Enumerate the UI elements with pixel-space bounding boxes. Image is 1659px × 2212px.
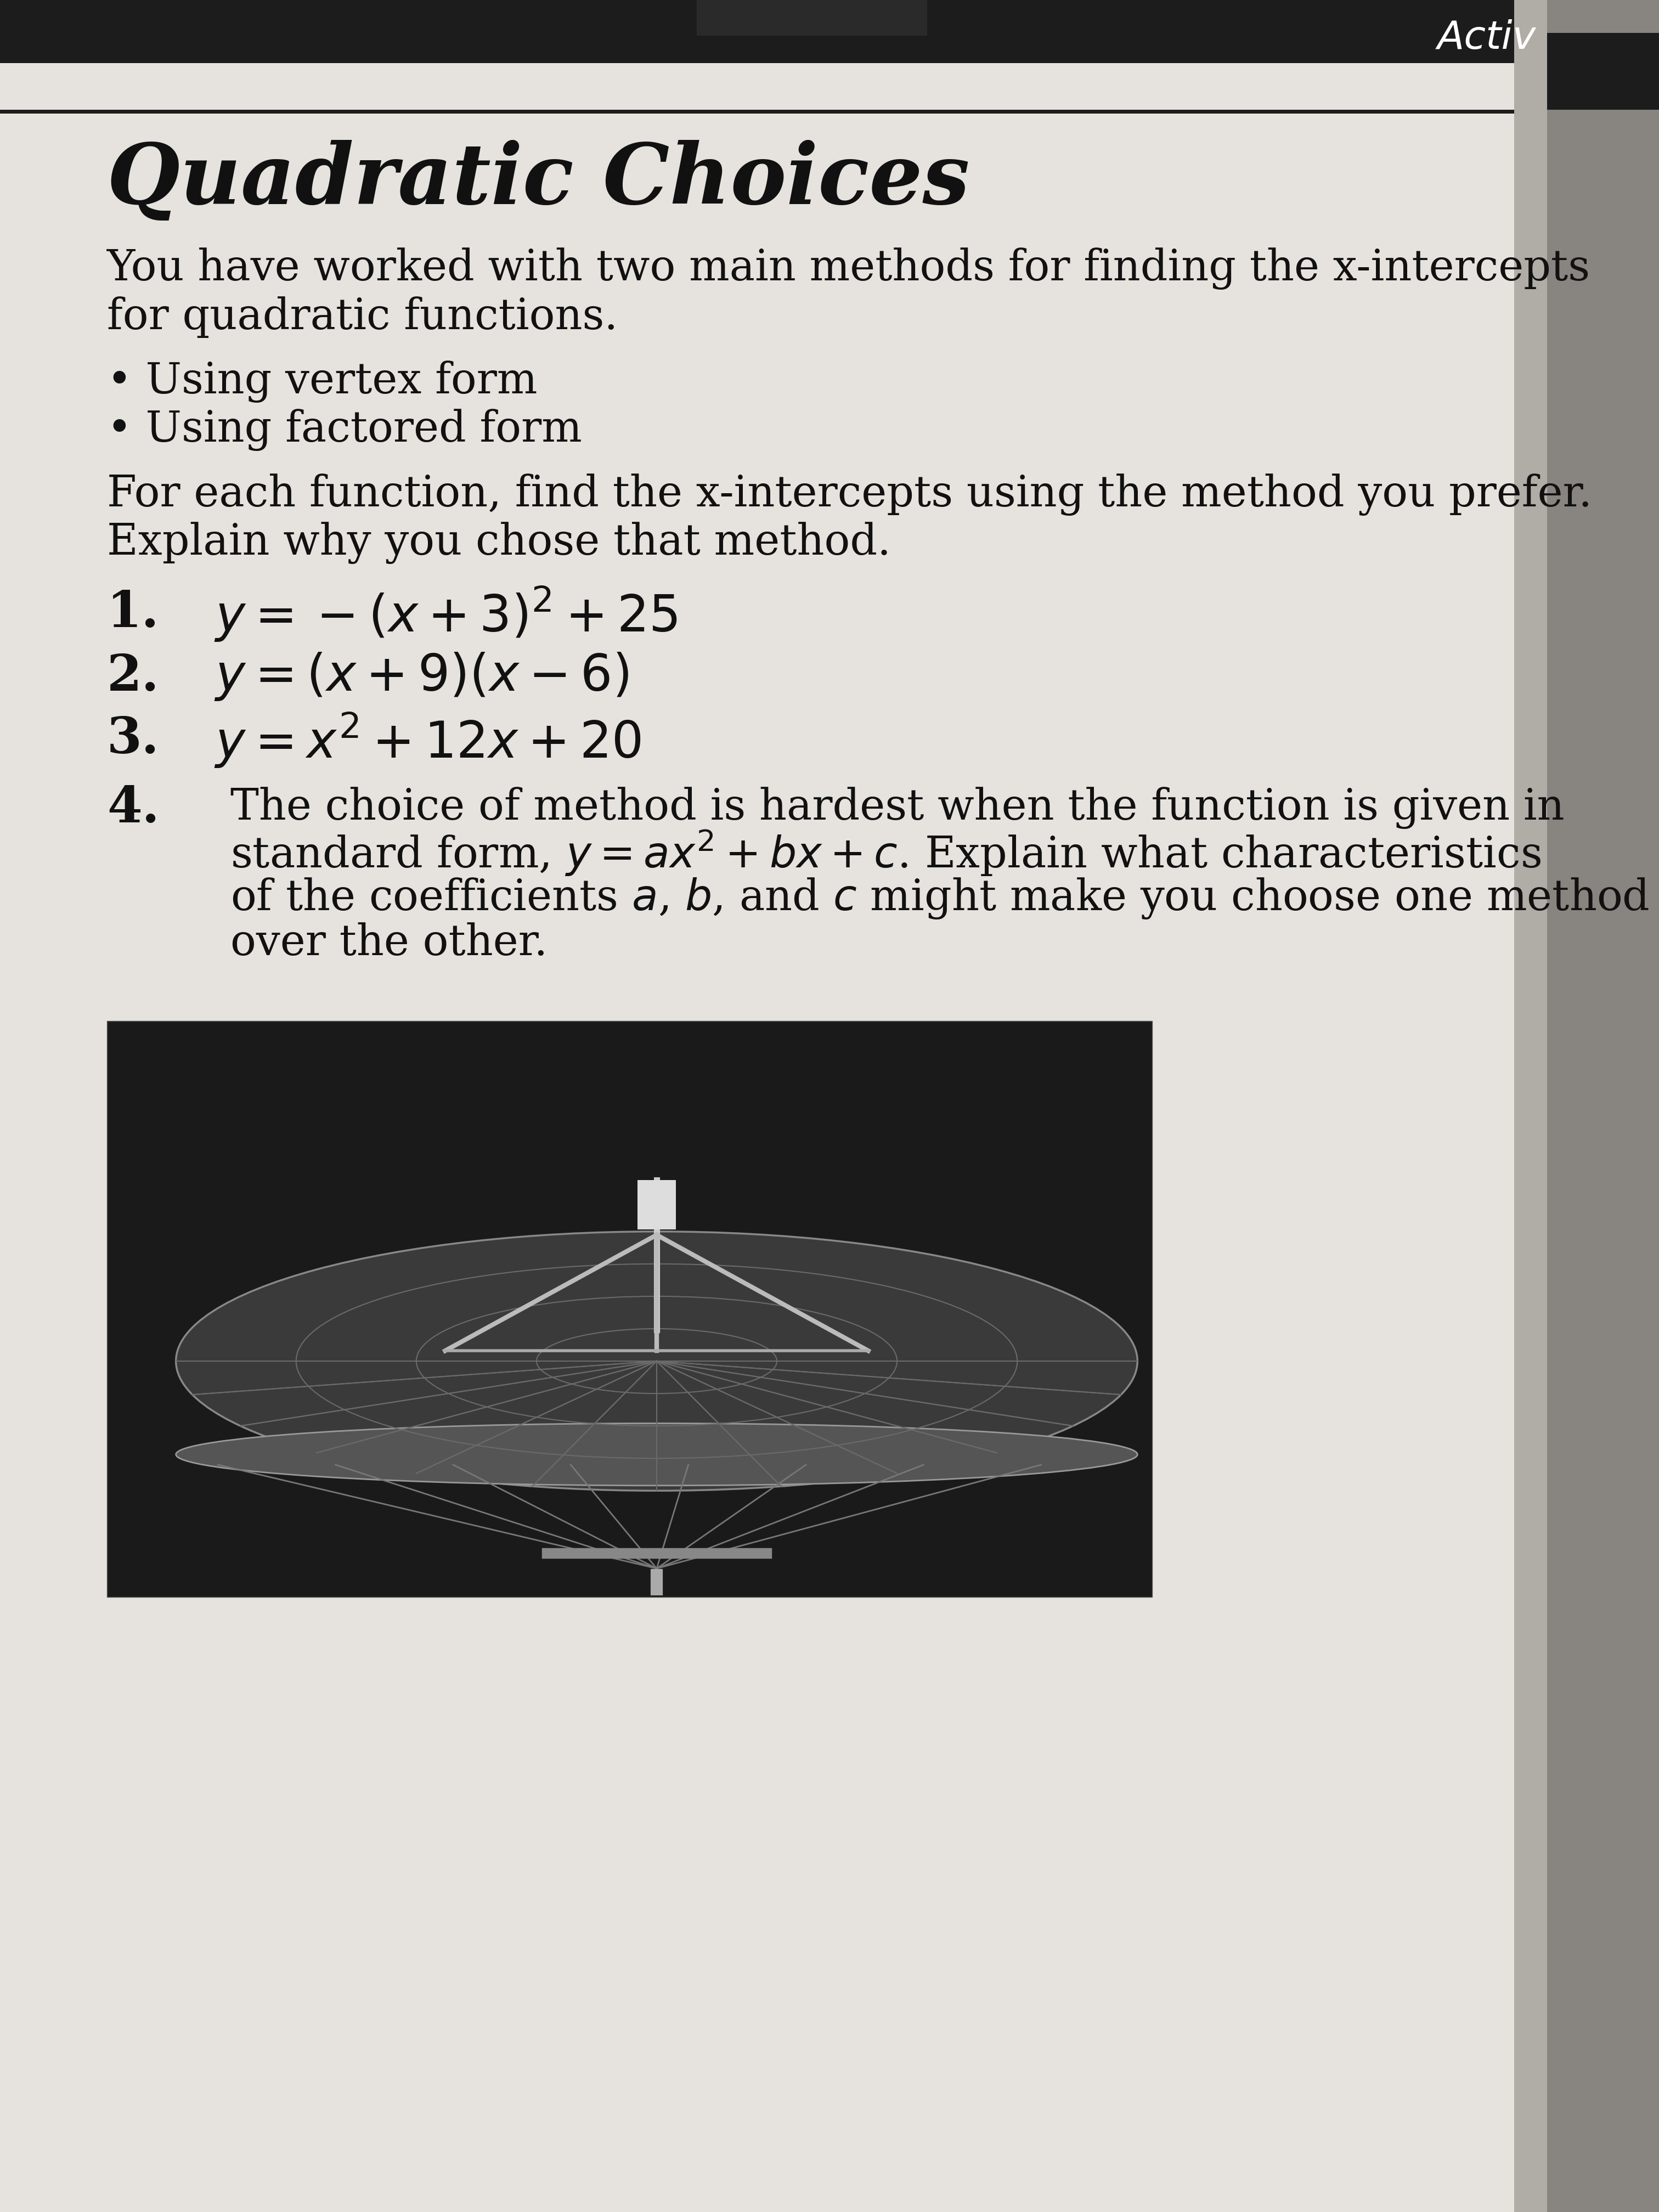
Text: • Using vertex form: • Using vertex form [106, 361, 538, 403]
Text: For each function, find the x-intercepts using the method you prefer.: For each function, find the x-intercepts… [106, 473, 1593, 515]
Ellipse shape [176, 1232, 1138, 1491]
Text: $y = (x + 9)(x - 6)$: $y = (x + 9)(x - 6)$ [214, 650, 629, 701]
Bar [0, 111, 1515, 113]
Bar [637, 1179, 675, 1230]
Text: 4.: 4. [106, 783, 159, 832]
Text: 2.: 2. [106, 653, 159, 701]
Bar [697, 0, 927, 35]
Text: of the coefficients $a$, $b$, and $c$ might make you choose one method: of the coefficients $a$, $b$, and $c$ mi… [231, 876, 1649, 920]
Text: Quadratic Choices: Quadratic Choices [106, 139, 969, 221]
Ellipse shape [176, 1422, 1138, 1486]
Bar [0, 0, 1515, 64]
Text: Activ: Activ [1437, 20, 1536, 58]
Text: for quadratic functions.: for quadratic functions. [106, 296, 617, 338]
Text: The choice of method is hardest when the function is given in: The choice of method is hardest when the… [231, 787, 1564, 830]
Text: over the other.: over the other. [231, 922, 547, 964]
Bar [106, 1022, 1151, 1597]
Text: Explain why you chose that method.: Explain why you chose that method. [106, 522, 891, 564]
Text: $y = x^2 + 12x + 20$: $y = x^2 + 12x + 20$ [214, 710, 642, 770]
Text: • Using factored form: • Using factored form [106, 409, 582, 451]
Text: $y = -(x + 3)^2 + 25$: $y = -(x + 3)^2 + 25$ [214, 584, 677, 644]
Bar [1548, 0, 1659, 2212]
Text: standard form, $y = ax^2 + bx + c$. Explain what characteristics: standard form, $y = ax^2 + bx + c$. Expl… [231, 827, 1541, 878]
Text: 1.: 1. [106, 588, 159, 637]
Bar [1548, 33, 1659, 111]
Bar [1415, 0, 1659, 2212]
Text: 3.: 3. [106, 714, 159, 763]
Text: You have worked with two main methods for finding the x-intercepts: You have worked with two main methods fo… [106, 248, 1591, 290]
